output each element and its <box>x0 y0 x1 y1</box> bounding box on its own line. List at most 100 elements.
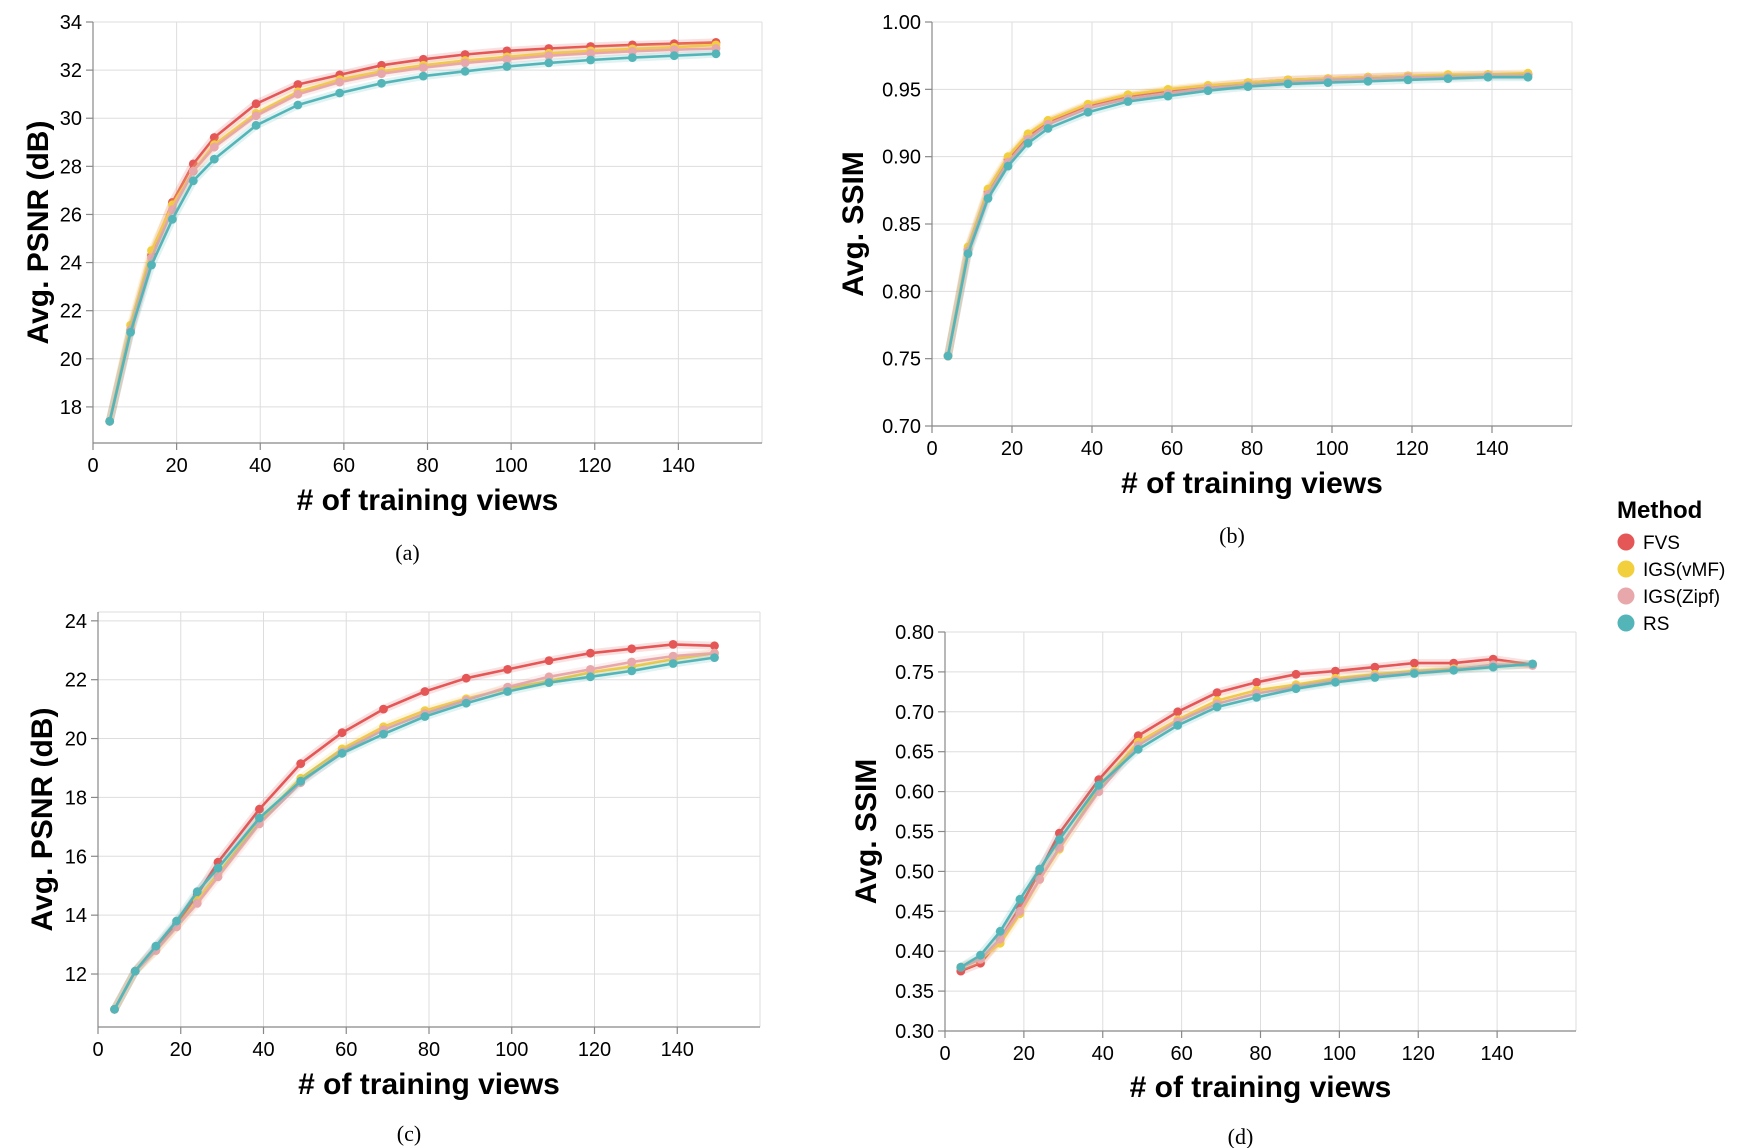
x-tick-label: 20 <box>166 455 188 477</box>
x-tick-label: 80 <box>418 1039 440 1061</box>
series-band <box>110 640 719 1014</box>
data-point <box>151 941 161 951</box>
x-axis-title: # of training views <box>1130 1071 1392 1104</box>
data-point <box>255 804 264 814</box>
data-point <box>377 69 386 79</box>
data-point <box>1023 138 1033 148</box>
legend-label-igs-zipf: IGS(Zipf) <box>1643 587 1720 608</box>
series-igs-zipf <box>105 44 721 426</box>
series-band <box>110 649 719 1014</box>
data-point <box>710 653 719 662</box>
data-point <box>460 58 470 68</box>
data-point <box>1133 731 1143 741</box>
x-tick-label: 80 <box>1241 438 1263 460</box>
data-point <box>461 698 471 708</box>
data-point <box>105 416 115 426</box>
y-tick-label: 26 <box>60 204 82 226</box>
data-point <box>1035 864 1045 874</box>
series-line <box>960 662 1533 969</box>
x-tick-label: 60 <box>1171 1043 1193 1065</box>
data-point <box>1488 662 1498 672</box>
data-point <box>1015 906 1025 916</box>
data-point <box>586 665 595 674</box>
data-point <box>1212 702 1222 712</box>
series-band <box>105 49 720 426</box>
data-point <box>627 666 637 676</box>
data-point <box>130 966 140 976</box>
series-igs-vmf <box>110 648 719 1014</box>
legend-item-igs-zipf: IGS(Zipf) <box>1617 587 1720 608</box>
data-point <box>379 704 388 714</box>
data-point <box>255 813 264 823</box>
x-axis-title: # of training views <box>298 1068 560 1101</box>
data-point <box>1173 721 1183 730</box>
x-tick-label: 120 <box>578 455 611 477</box>
data-point <box>1403 75 1413 85</box>
chart-panel: 0 20 40 60 80 100 120 140 12 14 16 18 20 22 24 # of tra… <box>26 611 761 1146</box>
series-rs <box>943 72 1533 361</box>
y-tick-label: 0.60 <box>895 782 934 804</box>
panel-caption: (d) <box>1228 1124 1254 1148</box>
data-point <box>293 89 303 99</box>
data-point <box>668 640 678 649</box>
series-igs-zipf <box>943 71 1533 361</box>
y-tick-label: 0.80 <box>895 622 934 644</box>
y-tick-label: 1.00 <box>882 12 921 34</box>
series-line <box>960 663 1533 969</box>
data-point <box>168 214 177 224</box>
data-point <box>251 111 261 121</box>
y-tick-label: 0.35 <box>895 981 934 1003</box>
data-point <box>1331 666 1340 676</box>
data-point <box>586 672 595 682</box>
x-tick-label: 140 <box>661 1039 694 1061</box>
x-tick-label: 0 <box>939 1043 950 1065</box>
data-point <box>628 46 637 56</box>
data-point <box>1443 74 1453 83</box>
y-tick-label: 20 <box>60 349 82 371</box>
panel-caption: (a) <box>395 540 419 565</box>
data-point <box>1370 662 1380 672</box>
chart-panel: 0 20 40 60 80 100 120 140 18 20 22 24 26 28 30 32 34 # of… <box>22 12 763 565</box>
data-point <box>586 648 595 658</box>
data-point <box>251 121 261 130</box>
x-tick-label: 60 <box>1161 438 1183 460</box>
data-point <box>1083 107 1093 117</box>
data-point <box>1252 693 1261 702</box>
data-point <box>1449 665 1459 675</box>
x-axis-title: # of training views <box>297 484 559 517</box>
y-tick-label: 24 <box>65 611 87 633</box>
grid <box>93 21 763 443</box>
y-tick-label: 32 <box>60 60 82 82</box>
x-tick-label: 100 <box>494 455 527 477</box>
series-band <box>956 655 1537 976</box>
data-point <box>1483 72 1493 82</box>
series-band <box>110 653 719 1014</box>
y-tick-label: 0.65 <box>895 742 934 764</box>
data-point <box>995 934 1005 944</box>
series-rs <box>956 659 1537 972</box>
panel-caption: (b) <box>1219 523 1245 548</box>
y-axis-title: Avg. PSNR (dB) <box>26 708 59 932</box>
data-point <box>711 49 721 59</box>
y-tick-label: 0.75 <box>882 349 921 371</box>
x-tick-label: 120 <box>578 1039 611 1061</box>
y-tick-label: 16 <box>65 846 87 868</box>
y-tick-label: 28 <box>60 156 82 178</box>
data-point <box>1015 894 1025 904</box>
data-point <box>956 962 966 972</box>
series-line <box>946 73 1528 357</box>
legend-item-igs-vmf: IGS(vMF) <box>1617 560 1725 581</box>
data-point <box>192 899 202 908</box>
x-tick-label: 0 <box>92 1039 103 1061</box>
data-point <box>379 729 388 739</box>
data-point <box>544 58 554 68</box>
series-band <box>105 38 720 426</box>
data-point <box>213 872 223 882</box>
data-point <box>1331 677 1340 687</box>
data-point <box>1212 688 1222 697</box>
data-point <box>627 644 637 654</box>
series-band <box>944 70 1532 360</box>
data-point <box>544 656 554 665</box>
data-point <box>503 687 512 696</box>
data-point <box>502 62 512 71</box>
